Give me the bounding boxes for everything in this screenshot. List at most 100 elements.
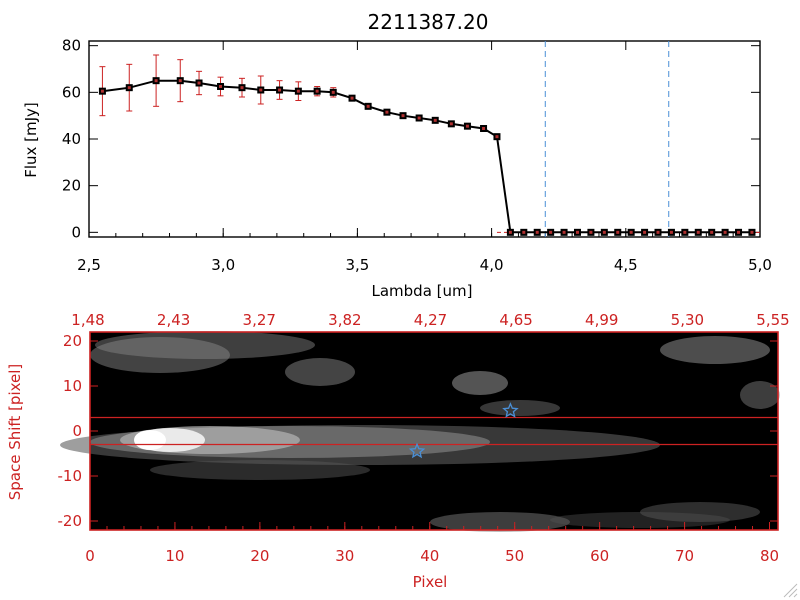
flux-data-point-center [197, 81, 201, 85]
intensity-region [95, 331, 315, 359]
flux-data-point-center [549, 230, 553, 234]
flux-data-point-center [154, 79, 158, 83]
top-y-axis-label: Flux [mJy] [22, 102, 40, 178]
wavelength-tick-label: 5,55 [756, 311, 789, 329]
y-tick-label: 0 [71, 223, 81, 241]
flux-data-point-center [562, 230, 566, 234]
flux-data-point-center [465, 124, 469, 128]
flux-data-point-center [589, 230, 593, 234]
x-tick-label: 80 [760, 547, 779, 565]
flux-data-point-center [433, 118, 437, 122]
flux-data-point-center [522, 230, 526, 234]
flux-data-point-center [331, 90, 335, 94]
intensity-region [452, 371, 508, 395]
intensity-region [430, 512, 570, 532]
y-tick-label: 10 [63, 377, 82, 395]
wavelength-tick-label: 3,27 [243, 311, 276, 329]
wavelength-tick-label: 4,99 [585, 311, 618, 329]
intensity-region [150, 460, 370, 480]
flux-data-point-center [602, 230, 606, 234]
flux-data-point-center [535, 230, 539, 234]
flux-data-point-center [750, 230, 754, 234]
x-tick-label: 3,0 [211, 256, 235, 274]
flux-data-point-center [656, 230, 660, 234]
x-tick-label: 0 [85, 547, 95, 565]
flux-series-line [102, 79, 752, 234]
wavelength-tick-label: 4,27 [414, 311, 447, 329]
flux-data-point-center [296, 89, 300, 93]
wavelength-tick-label: 5,30 [671, 311, 704, 329]
x-tick-label: 2,5 [77, 256, 101, 274]
flux-data-point-center [219, 85, 223, 88]
chart-title: 2211387.20 [368, 10, 489, 34]
flux-data-point-center [575, 230, 579, 234]
y-tick-label: 60 [62, 83, 81, 101]
flux-data-point-center [737, 230, 741, 234]
intensity-region [740, 381, 780, 409]
y-tick-label: 0 [72, 422, 82, 440]
x-tick-label: 40 [420, 547, 439, 565]
flux-data-point-center [482, 127, 486, 130]
bottom-x-axis-label: Pixel [413, 573, 448, 591]
intensity-region [660, 336, 770, 364]
y-tick-label: 20 [62, 177, 81, 195]
x-tick-label: 5,0 [748, 256, 772, 274]
y-tick-label: -10 [58, 467, 83, 485]
wavelength-tick-label: 1,48 [71, 311, 104, 329]
flux-data-point-center [401, 114, 405, 118]
wavelength-tick-label: 4,65 [499, 311, 532, 329]
x-tick-label: 4,5 [614, 256, 638, 274]
flux-data-point-center [366, 104, 370, 108]
intensity-region [550, 512, 730, 528]
flux-data-point-center [417, 116, 421, 120]
flux-data-point-center [723, 230, 727, 234]
intensity-region [134, 430, 166, 450]
flux-data-point-center [127, 86, 131, 90]
flux-data-point-center [616, 230, 620, 234]
flux-data-point-center [449, 122, 453, 126]
top-plot-frame [88, 40, 761, 238]
y-tick-label: 40 [62, 130, 81, 148]
flux-data-point-center [683, 230, 687, 234]
flux-data-point-center [643, 230, 647, 234]
star-marker-icon [408, 442, 426, 459]
intensity-region [480, 400, 560, 416]
star-marker-icon [502, 402, 519, 418]
flux-data-point-center [710, 230, 714, 234]
x-tick-label: 30 [335, 547, 354, 565]
flux-data-point-center [350, 96, 354, 100]
x-tick-label: 50 [505, 547, 524, 565]
x-tick-label: 4,0 [480, 256, 504, 274]
spectrum-plot: 2,5 3,0 3,5 4,0 4,5 5,0 0 20 40 60 80 [62, 37, 772, 274]
flux-data-point-center [259, 88, 263, 92]
wavelength-tick-label: 3,82 [328, 311, 361, 329]
flux-data-point-center [696, 230, 700, 234]
flux-data-point-center [508, 230, 512, 234]
flux-data-point-center [240, 86, 244, 90]
flux-data-point-center [178, 79, 182, 83]
intensity-region [640, 502, 760, 522]
y-tick-label: 20 [63, 332, 82, 350]
x-tick-label: 10 [165, 547, 184, 565]
x-tick-label: 60 [590, 547, 609, 565]
x-tick-label: 3,5 [345, 256, 369, 274]
flux-data-point-center [495, 135, 499, 139]
wavelength-tick-label: 2,43 [157, 311, 190, 329]
resize-grip-icon[interactable] [783, 583, 798, 598]
intensity-region [90, 337, 230, 373]
x-tick-label: 20 [250, 547, 269, 565]
bottom-y-axis-label: Space Shift [pixel] [6, 364, 24, 501]
intensity-region [285, 358, 355, 386]
flux-data-point-center [278, 88, 282, 92]
top-x-axis-label: Lambda [um] [372, 282, 473, 300]
flux-data-point-center [629, 230, 633, 234]
y-tick-label: -20 [58, 512, 83, 530]
flux-data-point-center [385, 110, 389, 114]
flux-data-point-center [669, 230, 673, 234]
y-tick-label: 80 [62, 37, 81, 55]
x-tick-label: 70 [675, 547, 694, 565]
flux-data-point-center [100, 89, 104, 93]
flux-data-point-center [315, 89, 319, 93]
space-shift-image: 0 10 20 30 40 50 60 70 80 -20 -10 0 10 20 1,48 2,43 3,27… [58, 311, 790, 565]
